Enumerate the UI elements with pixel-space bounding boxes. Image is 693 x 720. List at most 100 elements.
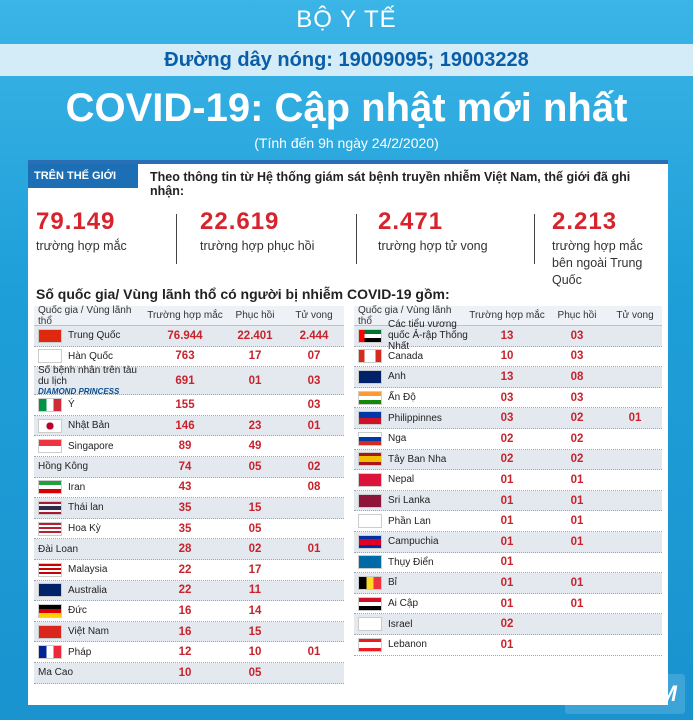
recovered-cell: 10 (248, 646, 262, 659)
deaths-cell: 07 (307, 350, 321, 363)
recovered-cell: 02 (248, 543, 262, 556)
recovered-cell: 05 (248, 666, 262, 679)
deaths-cell: 03 (307, 398, 321, 411)
table-row: Nga 02 02 (354, 429, 662, 450)
country-cell: Anh (354, 369, 468, 384)
stat-deaths: 2.471 trường hợp tử vong (378, 208, 488, 255)
country-name: Đài Loan (38, 543, 79, 555)
world-section-tag: TRÊN THẾ GIỚI (28, 164, 138, 188)
cases-cell: 03 (500, 412, 514, 425)
table-row: Australia 22 11 (34, 580, 344, 602)
country-cell: Các tiểu vương quốc Ả-rập Thống Nhất (354, 319, 468, 352)
hotline-banner: Đường dây nóng: 19009095; 19003228 (0, 44, 693, 76)
flag-icon (38, 328, 62, 343)
table-row: Hồng Kông 74 05 02 (34, 456, 344, 478)
stat-divider (176, 214, 177, 264)
country-cell: Ấn Độ (354, 390, 468, 405)
stat-label: trường hợp mắc bên ngoài Trung Quốc (552, 239, 643, 287)
country-name: Số bệnh nhân trên tàu du lịch (38, 365, 137, 388)
cases-cell: 01 (500, 556, 514, 569)
country-name: Đức (68, 605, 87, 617)
country-cell: Iran (34, 480, 146, 495)
country-name: Australia (68, 584, 107, 596)
recovered-cell: 17 (248, 350, 262, 363)
flag-icon (38, 397, 62, 412)
table-row: Pháp 12 10 01 (34, 642, 344, 663)
flag-icon (38, 439, 62, 454)
flag-icon (38, 349, 62, 364)
country-name: Ai Cập (388, 598, 419, 610)
stat-number: 2.213 (552, 208, 618, 235)
cases-cell: 03 (500, 391, 514, 404)
table-row: Ấn Độ 03 03 (354, 388, 662, 409)
country-name: Việt Nam (68, 626, 109, 638)
recovered-cell: 01 (570, 515, 584, 528)
recovered-cell: 01 (570, 535, 584, 548)
cases-cell: 35 (178, 522, 192, 535)
stat-number: 22.619 (200, 208, 280, 235)
flag-icon (38, 583, 62, 598)
country-cell: Ai Cập (354, 596, 468, 611)
header-deaths: Tử vong (295, 310, 333, 321)
header-recovered: Phục hồi (557, 310, 597, 321)
country-name: Hàn Quốc (68, 350, 114, 362)
country-name: Trung Quốc (68, 330, 121, 342)
stat-label: trường hợp phục hồi (200, 239, 315, 253)
deaths-cell: 2.444 (299, 329, 329, 342)
cases-cell: 763 (175, 350, 195, 363)
cases-cell: 155 (175, 398, 195, 411)
table-row: Ý 155 03 (34, 395, 344, 416)
cases-cell: 16 (178, 625, 192, 638)
table-row: Hoa Kỳ 35 05 (34, 519, 344, 540)
country-name: Nga (388, 433, 407, 445)
cases-cell: 02 (500, 432, 514, 445)
recovered-cell: 11 (248, 584, 262, 597)
cases-cell: 02 (500, 618, 514, 631)
cases-cell: 74 (178, 460, 192, 473)
flag-icon (358, 452, 382, 467)
country-name: Malaysia (68, 564, 108, 576)
flag-icon (358, 390, 382, 405)
flag-icon (358, 596, 382, 611)
cases-cell: 43 (178, 481, 192, 494)
table-row: Thụy Điển 01 (354, 553, 662, 574)
content-panel: TRÊN THẾ GIỚI Theo thông tin từ Hệ thống… (28, 160, 668, 705)
country-name: Lebanon (388, 639, 427, 651)
cases-cell: 146 (175, 419, 195, 432)
recovered-cell: 01 (570, 473, 584, 486)
header-country: Quốc gia / Vùng lãnh thổ (358, 304, 452, 327)
country-name: Ấn Độ (388, 392, 416, 404)
country-name: Nhật Bản (68, 420, 110, 432)
cases-cell: 16 (178, 604, 192, 617)
table-row: Iran 43 08 (34, 478, 344, 499)
flag-icon (358, 493, 382, 508)
stat-cases: 79.149 trường hợp mắc (36, 208, 127, 255)
recovered-cell: 15 (248, 625, 262, 638)
cases-cell: 89 (178, 440, 192, 453)
flag-icon (358, 349, 382, 364)
cases-cell: 35 (178, 501, 192, 514)
country-cell: Trung Quốc (34, 328, 146, 343)
recovered-cell: 02 (570, 453, 584, 466)
country-cell: Canada (354, 349, 468, 364)
table-row: Nhật Bản 146 23 01 (34, 415, 344, 437)
header-country: Quốc gia / Vùng lãnh thổ (38, 304, 132, 327)
cases-cell: 22 (178, 584, 192, 597)
table-row: Israel 02 (354, 614, 662, 635)
cases-cell: 02 (500, 453, 514, 466)
table-row: Hàn Quốc 763 17 07 (34, 347, 344, 368)
country-cell: Tây Ban Nha (354, 452, 468, 467)
table-row: Ai Cập 01 01 (354, 594, 662, 615)
flag-icon (358, 534, 382, 549)
world-intro-text: Theo thông tin từ Hệ thống giám sát bệnh… (150, 170, 631, 198)
recovered-cell: 08 (570, 370, 584, 383)
deaths-cell: 01 (307, 543, 321, 556)
table-row: Canada 10 03 (354, 347, 662, 368)
country-cell: Singapore (34, 439, 146, 454)
country-name: Hồng Kông (38, 461, 89, 473)
stat-divider (356, 214, 357, 264)
stat-label: trường hợp tử vong (378, 239, 488, 253)
flag-icon (358, 369, 382, 384)
ship-label: DIAMOND PRINCESS (38, 387, 120, 397)
table-row: Việt Nam 16 15 (34, 621, 344, 643)
